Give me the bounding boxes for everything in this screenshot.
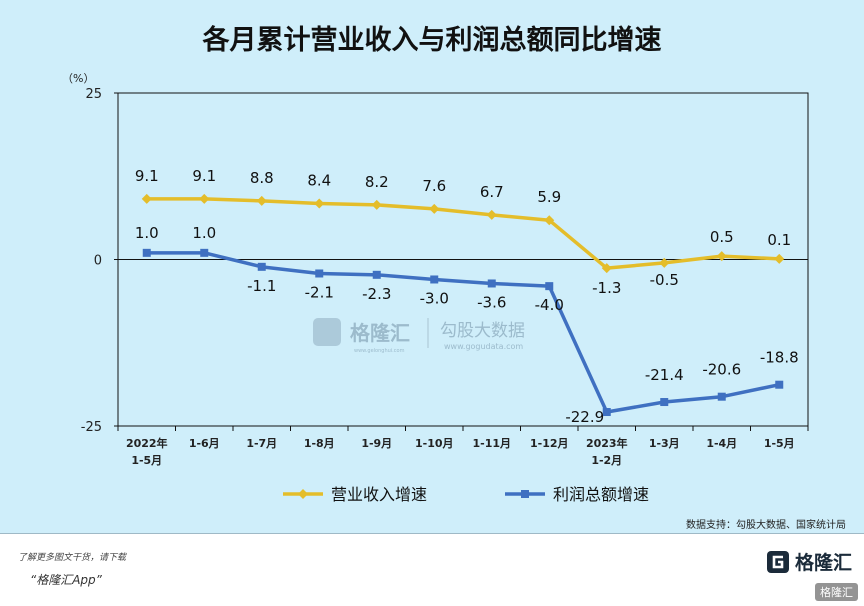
profit-point [602, 408, 611, 417]
legend-marker-profit [521, 490, 529, 498]
revenue-data-label: 9.1 [135, 167, 159, 185]
revenue-data-label: -0.5 [650, 271, 679, 289]
revenue-data-label: -1.3 [592, 279, 621, 297]
x-tick-label: 1-5月 [131, 454, 162, 467]
profit-data-label: -4.0 [535, 296, 564, 314]
revenue-point [371, 199, 382, 210]
revenue-point [314, 198, 325, 209]
legend-marker-revenue [298, 489, 308, 499]
revenue-point [141, 193, 152, 204]
source-note: 数据支持：勾股大数据、国家统计局 [686, 520, 846, 531]
profit-data-label: -2.3 [362, 285, 391, 303]
profit-data-label: -22.9 [565, 408, 604, 426]
revenue-data-label: 0.5 [710, 228, 734, 246]
x-tick-label: 2022年 [126, 436, 168, 450]
profit-data-label: -21.4 [645, 366, 684, 384]
footer-badge: 格隆汇 [815, 583, 858, 601]
revenue-data-label: 7.6 [422, 177, 446, 195]
watermark-partner-url: www.gogudata.com [444, 342, 523, 351]
footer-app-name: “格隆汇App” [30, 573, 102, 587]
revenue-point [716, 251, 727, 262]
profit-data-label: -20.6 [702, 361, 741, 379]
revenue-data-label: 8.2 [365, 173, 389, 191]
revenue-data-label: 0.1 [767, 231, 791, 249]
x-tick-label: 1-11月 [472, 437, 511, 450]
profit-data-label: -18.8 [760, 349, 799, 367]
series-line-1 [146, 251, 780, 414]
profit-data-label: -2.1 [305, 283, 334, 301]
revenue-point [486, 209, 497, 220]
profit-point [142, 248, 151, 257]
y-tick-label: 0 [94, 254, 102, 269]
profit-data-label: 1.0 [135, 224, 159, 242]
revenue-data-label: 8.8 [250, 169, 274, 187]
profit-point [775, 380, 784, 389]
revenue-data-label: 8.4 [307, 172, 331, 190]
profit-point [487, 279, 496, 288]
revenue-data-label: 5.9 [537, 188, 561, 206]
watermark-logo-icon [313, 318, 341, 346]
profit-data-label: -1.1 [247, 277, 276, 295]
profit-point [545, 282, 554, 291]
line-chart: 25 0 -25 （%） 2022年 1-5月 1-6月 1-7月 1-8月 1-9月 1-10月 1… [62, 72, 809, 504]
watermark-partner: 勾股大数据 [440, 321, 525, 341]
x-tick-label: 1-2月 [591, 454, 622, 467]
profit-data-label: 1.0 [192, 224, 216, 242]
y-unit-label: （%） [62, 72, 94, 85]
footer-logo-text: 格隆汇 [794, 552, 852, 574]
x-tick-label: 2023年 [586, 436, 628, 450]
y-tick-label: 25 [85, 87, 102, 102]
legend-label-1: 利润总额增速 [553, 485, 649, 504]
profit-point [315, 269, 324, 278]
revenue-point [774, 253, 785, 264]
profit-point [717, 392, 726, 401]
profit-point [200, 248, 209, 257]
profit-point [257, 262, 266, 271]
revenue-data-label: 6.7 [480, 183, 504, 201]
profit-point [660, 398, 669, 407]
x-tick-label: 1-8月 [304, 437, 335, 450]
revenue-point [601, 263, 612, 274]
x-tick-label: 1-7月 [246, 437, 277, 450]
x-tick-label: 1-3月 [649, 437, 680, 450]
revenue-point [256, 195, 267, 206]
profit-data-label: -3.0 [420, 289, 449, 307]
x-tick-label: 1-12月 [530, 437, 569, 450]
y-tick-label: -25 [81, 420, 102, 435]
brand-logo-icon [766, 550, 789, 573]
revenue-data-label: 9.1 [192, 167, 216, 185]
x-tick-label: 1-4月 [706, 437, 737, 450]
footer-bar: 了解更多图文干货，请下载 “格隆汇App” 格隆汇 格隆汇 [0, 533, 864, 606]
x-tick-label: 1-6月 [189, 437, 220, 450]
x-tick-label: 1-9月 [361, 437, 392, 450]
revenue-point [429, 203, 440, 214]
x-tick-label: 1-5月 [764, 437, 795, 450]
revenue-point [544, 215, 555, 226]
watermark-brand: 格隆汇 [350, 321, 410, 345]
series-line-0 [146, 197, 780, 270]
profit-point [430, 275, 439, 284]
profit-point [372, 270, 381, 279]
chart-title: 各月累计营业收入与利润总额同比增速 [202, 25, 662, 56]
x-tick-label: 1-10月 [415, 437, 454, 450]
watermark-brand-url: www.gelonghui.com [354, 348, 405, 354]
profit-data-label: -3.6 [477, 293, 506, 311]
footer-logo: 格隆汇 [766, 548, 852, 575]
footer-download-note: 了解更多图文干货，请下载 [18, 553, 127, 563]
revenue-point [199, 193, 210, 204]
revenue-point [659, 257, 670, 268]
legend-label-0: 营业收入增速 [331, 485, 427, 504]
